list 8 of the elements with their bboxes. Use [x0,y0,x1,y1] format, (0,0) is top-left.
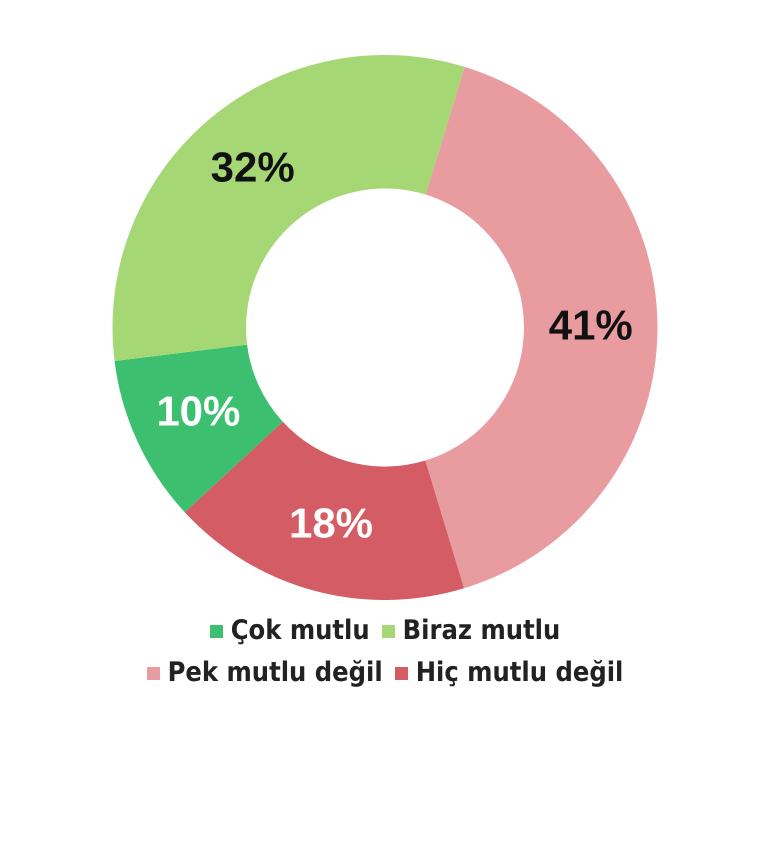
data-label: 18% [288,500,374,547]
legend-label: Çok mutlu [230,614,370,648]
legend-label: Biraz mutlu [402,614,560,648]
data-label: 10% [156,388,240,435]
data-label: 41% [548,301,633,348]
legend-label: Pek mutlu değil [166,656,383,690]
data-label: 32% [210,144,295,191]
legend-label: Hiç mutlu değil [414,656,624,690]
